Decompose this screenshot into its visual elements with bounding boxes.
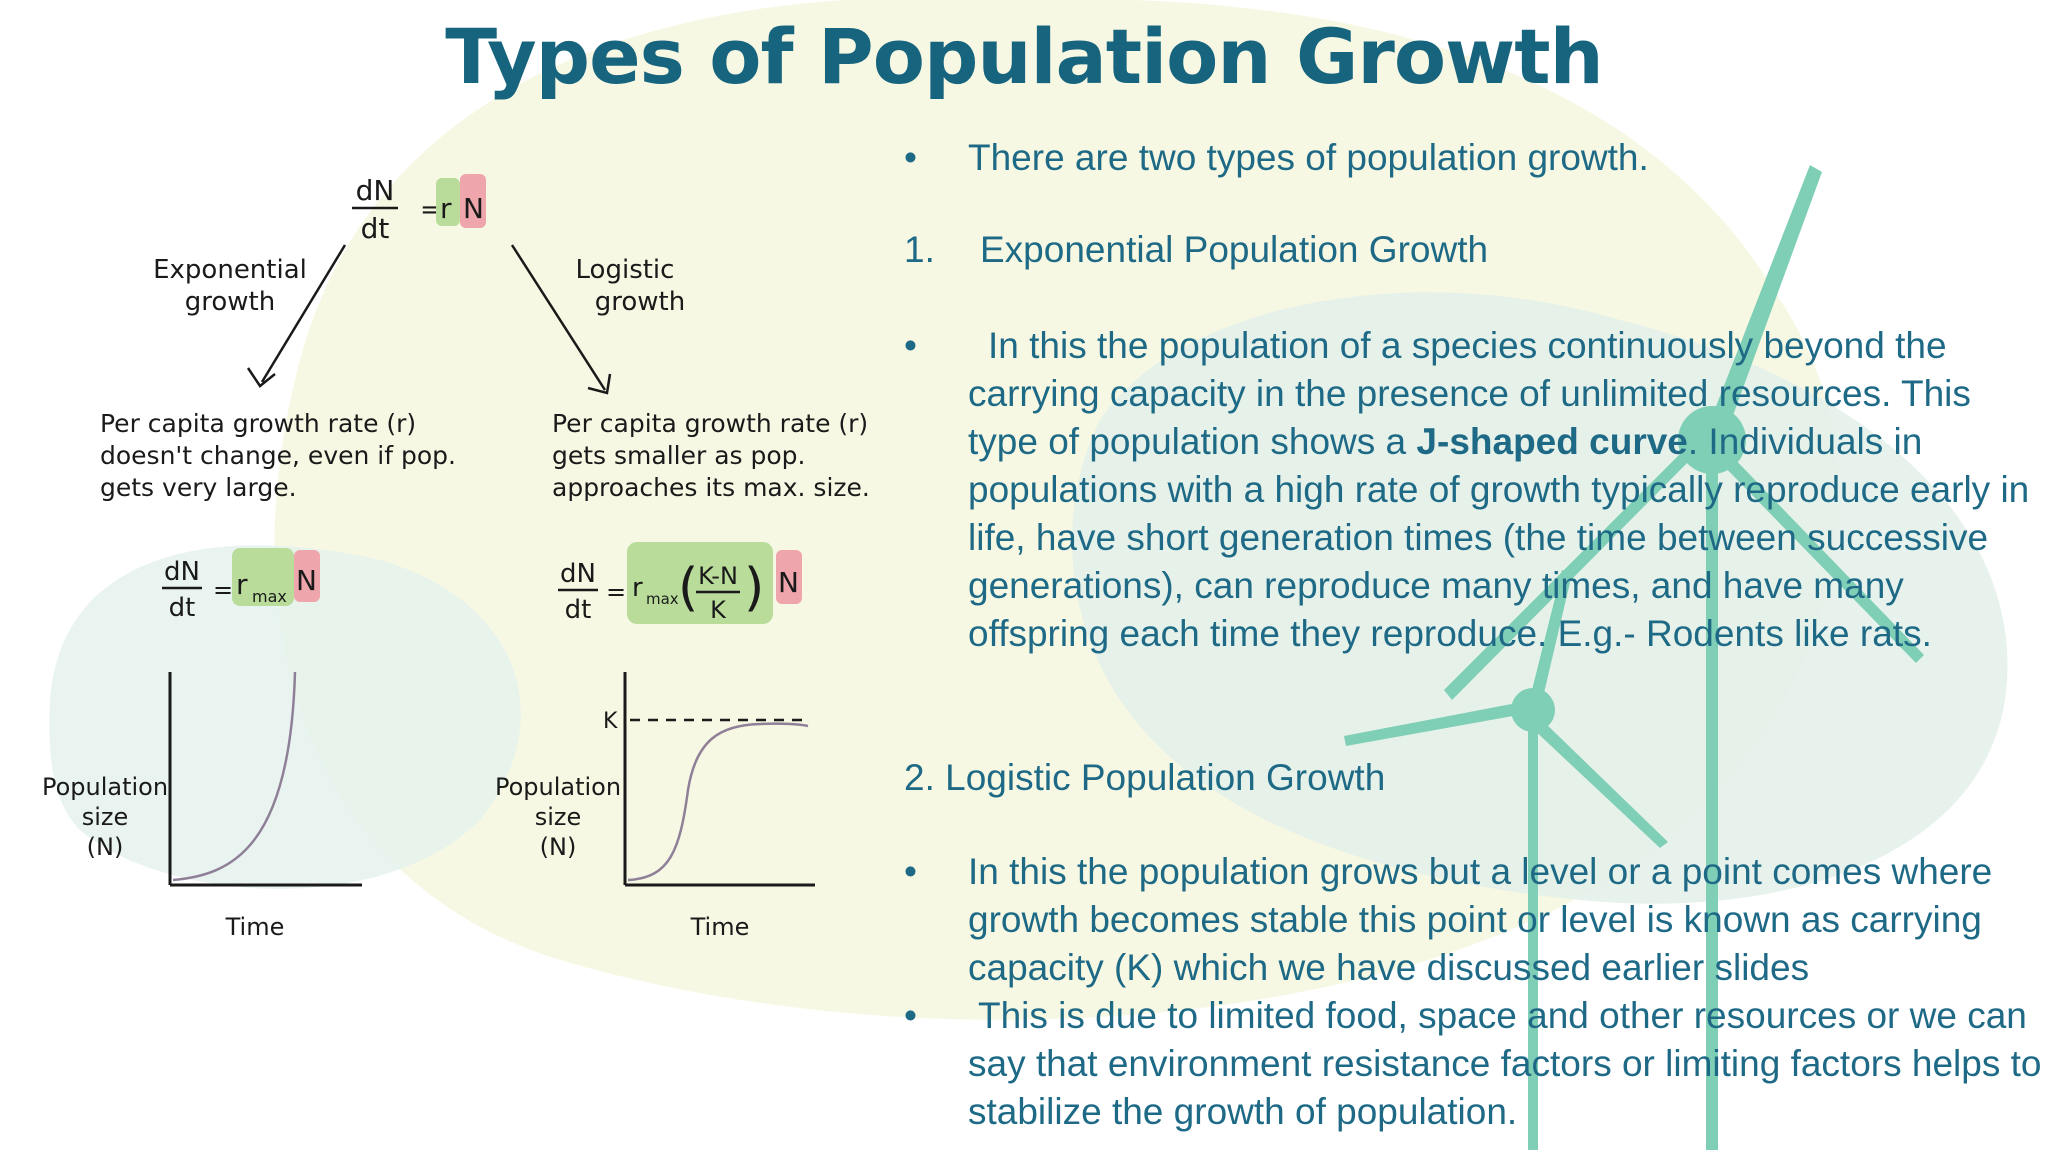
teal-blob-left <box>49 545 521 889</box>
exponential-desc-line2: doesn't change, even if pop. <box>100 441 456 470</box>
exponential-paragraph: In this the population of a species cont… <box>968 322 2048 658</box>
logistic-graph-axes <box>623 672 815 887</box>
log-eq-r: r <box>632 573 643 603</box>
para1-before: In this the population of a species cont… <box>968 325 1971 462</box>
svg-text:(: ( <box>678 558 698 618</box>
heading1-text: Exponential Population Growth <box>980 229 1489 270</box>
exponential-label-line1: Exponential <box>153 255 307 285</box>
log-ylabel-line2: size <box>535 803 582 831</box>
heading2-text: 2. Logistic Population Growth <box>904 757 1386 798</box>
exp-eq-numerator: dN <box>164 557 200 587</box>
bullet-marker: • <box>904 851 917 892</box>
slide-title: Types of Population Growth <box>445 12 1603 101</box>
logistic-label-line2: growth <box>595 287 685 317</box>
bullet-marker: • <box>904 995 917 1036</box>
exponential-desc-line3: gets very large. <box>100 473 297 502</box>
top-equation: dN dt = r N <box>352 174 486 245</box>
logistic-branch: Logistic growth Per capita growth rate (… <box>495 255 870 941</box>
exponential-desc-line1: Per capita growth rate (r) <box>100 409 416 438</box>
population-growth-figure: dN dt = r N Exponential growth Per capit… <box>42 174 870 941</box>
exp-eq-denominator: dt <box>169 593 196 623</box>
svg-text:=: = <box>606 578 626 606</box>
exp-ylabel-line1: Population <box>42 773 168 801</box>
exp-xlabel: Time <box>225 913 285 941</box>
intro-text: There are two types of population growth… <box>968 137 1649 178</box>
bullet-marker: • <box>904 325 917 366</box>
log-ylabel-line1: Population <box>495 773 621 801</box>
exponential-branch: Exponential growth Per capita growth rat… <box>42 255 456 941</box>
log-eq-n: N <box>778 566 799 599</box>
logistic-desc-line1: Per capita growth rate (r) <box>552 409 868 438</box>
top-eq-numerator: dN <box>356 174 395 207</box>
heading1-number: 1. <box>904 229 935 270</box>
logistic-paragraph-1: In this the population grows but a level… <box>968 851 1993 988</box>
logistic-desc-line3: approaches its max. size. <box>552 473 870 502</box>
log-eq-frac-den: K <box>710 596 727 624</box>
branch-arrows <box>246 244 612 395</box>
exp-ylabel-line3: (N) <box>87 833 124 861</box>
r-highlight <box>436 178 460 226</box>
exp-eq-sub: max <box>252 587 287 606</box>
svg-text:=: = <box>213 576 233 604</box>
top-eq-r: r <box>440 192 452 225</box>
svg-text:): ) <box>744 558 764 618</box>
log-eq-sub: max <box>646 590 679 608</box>
k-label: K <box>603 709 618 734</box>
log-eq-frac-num: K-N <box>698 562 738 590</box>
log-ylabel-line3: (N) <box>540 833 577 861</box>
top-eq-n: N <box>463 192 484 225</box>
n-highlight <box>460 174 486 228</box>
logistic-label-line1: Logistic <box>576 255 675 285</box>
exponential-graph-axes <box>168 672 362 887</box>
exp-eq-r: r <box>236 568 248 601</box>
bullet-marker: • <box>904 137 917 178</box>
exponential-label-line2: growth <box>185 287 275 317</box>
s-shaped-curve <box>627 722 809 882</box>
wind-turbine-small <box>1344 570 1668 1150</box>
logistic-desc-line2: gets smaller as pop. <box>552 441 806 470</box>
log-xlabel: Time <box>690 913 750 941</box>
j-shaped-curve-term: J-shaped curve <box>1416 421 1688 462</box>
top-eq-denominator: dt <box>361 212 390 245</box>
wind-turbine-large <box>1444 165 1924 1150</box>
logistic-paragraph-2: This is due to limited food, space and o… <box>968 995 2042 1132</box>
j-shaped-curve <box>172 671 297 882</box>
para1-after: . Individuals in populations with a high… <box>968 421 2030 654</box>
log-eq-numerator: dN <box>560 559 596 589</box>
exp-eq-n: N <box>296 564 317 597</box>
exp-ylabel-line2: size <box>82 803 129 831</box>
log-eq-denominator: dt <box>565 595 592 625</box>
